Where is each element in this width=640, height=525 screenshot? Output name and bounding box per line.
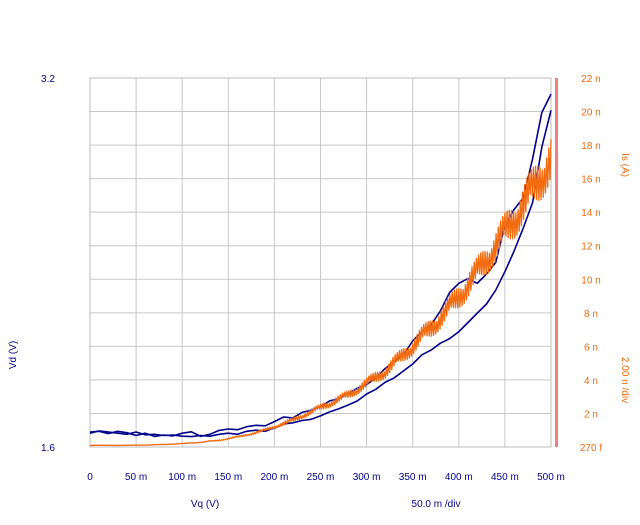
grid: [89, 77, 552, 448]
x-tick-label-6: 300 m: [353, 472, 381, 483]
right-tick-label-10: 20 n: [581, 108, 600, 119]
right-tick-label-4: 8 n: [584, 309, 598, 320]
right-tick-labels: 270 f 2 n 4 n 6 n 8 n 10 n 12 n 14 n 16 n 18 n 20 …: [580, 74, 602, 454]
x-tick-label-7: 350 m: [399, 472, 427, 483]
right-tick-label-0: 270 f: [580, 443, 602, 454]
right-axis-title: Is (A): [619, 153, 630, 177]
x-tick-label-10: 500 m: [537, 472, 565, 483]
right-tick-label-3: 6 n: [584, 342, 598, 353]
series-line-1: [89, 110, 552, 438]
left-tick-label-0: 1.6: [41, 443, 55, 454]
x-tick-label-8: 400 m: [445, 472, 473, 483]
x-tick-label-9: 450 m: [491, 472, 519, 483]
right-tick-label-5: 10 n: [581, 275, 600, 286]
series-layer: [89, 93, 552, 447]
x-tick-label-2: 100 m: [168, 472, 196, 483]
x-tick-label-5: 250 m: [307, 472, 335, 483]
right-tick-label-7: 14 n: [581, 208, 600, 219]
left-tick-label-1: 3.2: [41, 74, 55, 85]
right-tick-label-11: 22 n: [581, 74, 600, 85]
plot-frame: [89, 77, 552, 448]
x-tick-label-4: 200 m: [261, 472, 289, 483]
right-tick-label-9: 18 n: [581, 141, 600, 152]
x-tick-label-0: 0: [87, 472, 93, 483]
right-division-label: 2.00 n /div: [619, 357, 630, 403]
left-tick-labels: 1.6 3.2: [41, 74, 55, 454]
right-tick-label-1: 2 n: [584, 409, 598, 420]
right-tick-label-2: 4 n: [584, 376, 598, 387]
right-tick-label-6: 12 n: [581, 242, 600, 253]
x-tick-labels: 0 50 m 100 m 150 m 200 m 250 m 300 m 350 m 400 m…: [87, 472, 565, 483]
x-tick-label-3: 150 m: [214, 472, 242, 483]
right-tick-label-8: 16 n: [581, 175, 600, 186]
x-axis-title: Vq (V): [191, 499, 219, 510]
x-division-label: 50.0 m /div: [412, 499, 461, 510]
x-tick-label-1: 50 m: [125, 472, 147, 483]
left-axis-title: Vd (V): [8, 341, 19, 369]
series-line-2: [89, 138, 552, 447]
